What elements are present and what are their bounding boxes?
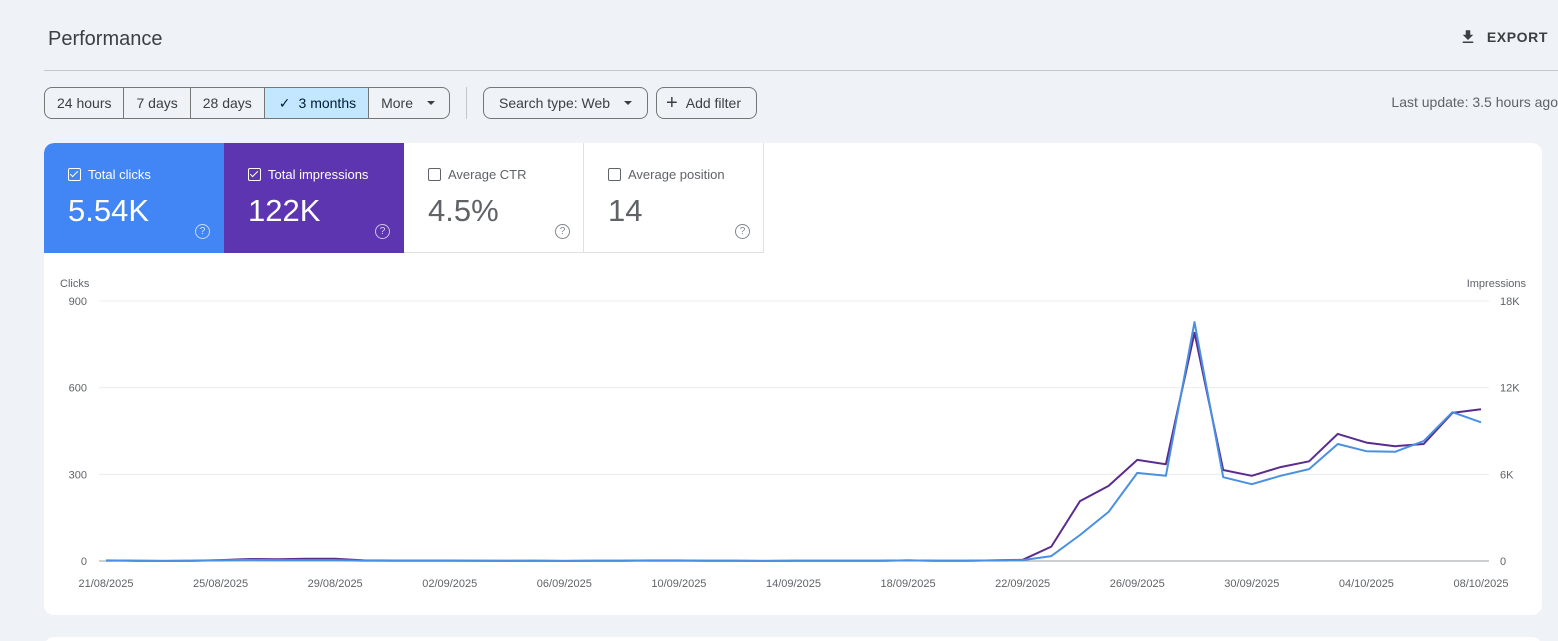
right-axis-tick: 18K (1500, 296, 1520, 308)
x-axis-tick: 30/09/2025 (1224, 578, 1279, 590)
add-filter-button[interactable]: + Add filter (656, 87, 757, 119)
x-axis-tick: 14/09/2025 (766, 578, 821, 590)
toolbar: 24 hours 7 days 28 days ✓ 3 months More … (44, 87, 1558, 119)
right-axis-tick: 12K (1500, 383, 1520, 395)
date-range-24-hours[interactable]: 24 hours (45, 88, 125, 118)
x-axis-tick: 08/10/2025 (1453, 578, 1508, 590)
next-card (44, 637, 1542, 641)
x-axis-tick: 06/09/2025 (537, 578, 592, 590)
metric-average-position[interactable]: Average position 14 ? (584, 143, 764, 253)
checkbox-unchecked-icon[interactable] (608, 168, 621, 181)
header-divider (44, 70, 1558, 71)
help-icon[interactable]: ? (735, 224, 750, 239)
date-range-7-days[interactable]: 7 days (124, 88, 191, 118)
help-icon[interactable]: ? (375, 224, 390, 239)
metric-total-clicks[interactable]: Total clicks 5.54K ? (44, 143, 224, 253)
checkbox-checked-icon[interactable] (68, 168, 81, 181)
metric-average-ctr[interactable]: Average CTR 4.5% ? (404, 143, 584, 253)
metric-label: Total clicks (88, 167, 151, 182)
left-axis-tick: 900 (69, 296, 87, 308)
caret-down-icon (427, 101, 436, 105)
metric-tabs: Total clicks 5.54K ? Total impressions 1… (44, 143, 764, 253)
check-icon: ✓ (278, 94, 291, 111)
date-range-selector: 24 hours 7 days 28 days ✓ 3 months More (44, 87, 451, 119)
metric-value: 122K (248, 193, 321, 228)
page-title: Performance (48, 28, 163, 50)
metric-value: 14 (608, 193, 643, 228)
help-icon[interactable]: ? (555, 224, 570, 239)
x-axis-tick: 29/08/2025 (308, 578, 363, 590)
performance-chart[interactable]: Clicks Impressions 0 0 300 6K 600 12K 900 18K 21/0… (44, 143, 1542, 615)
x-axis-tick: 21/08/2025 (78, 578, 133, 590)
x-axis-tick: 10/09/2025 (651, 578, 706, 590)
checkbox-unchecked-icon[interactable] (428, 168, 441, 181)
toolbar-separator (466, 87, 468, 119)
left-axis-tick: 300 (69, 469, 87, 481)
date-range-28-days[interactable]: 28 days (191, 88, 265, 118)
x-axis-tick: 25/08/2025 (193, 578, 248, 590)
date-range-more[interactable]: More (369, 88, 449, 118)
metric-total-impressions[interactable]: Total impressions 122K ? (224, 143, 404, 253)
metric-value: 5.54K (68, 193, 150, 228)
metric-value: 4.5% (428, 193, 499, 228)
series-line-impressions (105, 331, 1482, 562)
right-axis-tick: 0 (1500, 556, 1506, 568)
left-axis-tick: 600 (69, 383, 87, 395)
metric-label: Total impressions (268, 167, 369, 182)
date-range-3-months[interactable]: ✓ 3 months (264, 88, 370, 118)
checkbox-checked-icon[interactable] (248, 168, 261, 181)
export-button[interactable]: EXPORT (1459, 28, 1548, 46)
left-axis-label: Clicks (60, 278, 90, 290)
x-axis-tick: 04/10/2025 (1339, 578, 1394, 590)
metric-label: Average position (628, 167, 725, 182)
last-update-text: Last update: 3.5 hours ago (1391, 94, 1558, 110)
right-axis-label: Impressions (1467, 278, 1527, 290)
x-axis-tick: 22/09/2025 (995, 578, 1050, 590)
right-axis-tick: 6K (1500, 469, 1514, 481)
metric-label: Average CTR (448, 167, 527, 182)
series-line-clicks (105, 321, 1482, 562)
search-type-dropdown[interactable]: Search type: Web (483, 87, 649, 119)
x-axis-tick: 18/09/2025 (881, 578, 936, 590)
performance-card: Clicks Impressions 0 0 300 6K 600 12K 900 18K 21/0… (44, 143, 1542, 615)
x-axis-tick: 26/09/2025 (1110, 578, 1165, 590)
export-label: EXPORT (1486, 29, 1548, 45)
plus-icon: + (666, 92, 678, 114)
download-icon (1462, 30, 1474, 43)
help-icon[interactable]: ? (195, 224, 210, 239)
left-axis-tick: 0 (81, 556, 87, 568)
page-header: Performance EXPORT (48, 24, 1558, 54)
x-axis-tick: 02/09/2025 (422, 578, 477, 590)
caret-down-icon (624, 101, 633, 105)
